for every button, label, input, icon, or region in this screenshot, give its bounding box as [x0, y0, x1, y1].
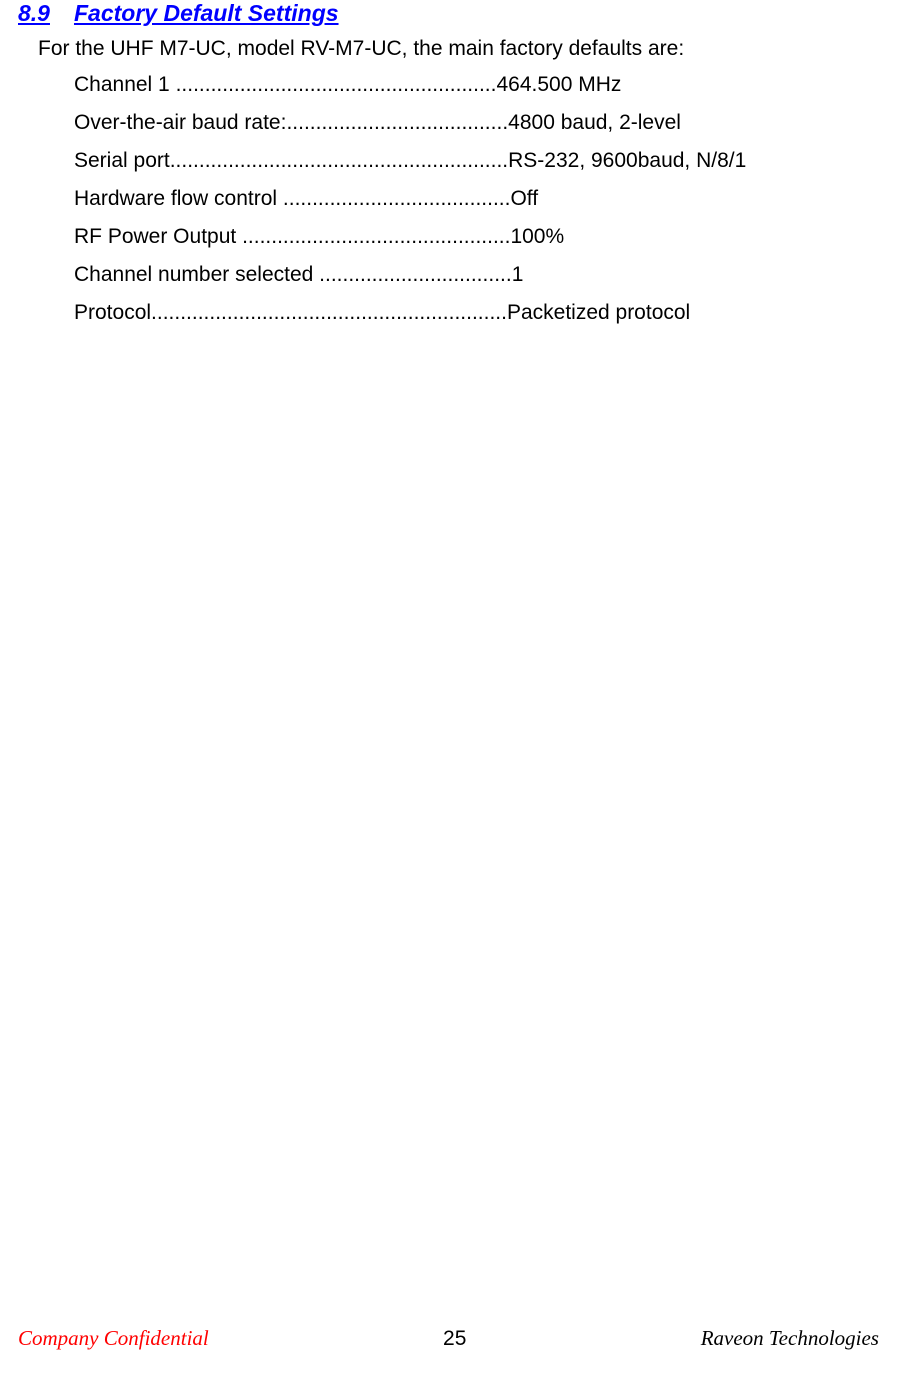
- setting-row: Over-the-air baud rate:.................…: [74, 111, 879, 135]
- setting-label: Serial port: [74, 149, 170, 172]
- setting-dots: .......................................: [283, 187, 511, 210]
- setting-value: 464.500 MHz: [496, 73, 621, 96]
- intro-text: For the UHF M7-UC, model RV-M7-UC, the m…: [38, 37, 879, 61]
- setting-dots: ........................................…: [170, 149, 508, 172]
- setting-row: Hardware flow control ..................…: [74, 187, 879, 211]
- setting-label: Over-the-air baud rate:: [74, 111, 286, 134]
- setting-row: Protocol................................…: [74, 301, 879, 325]
- page-content: 8.9 Factory Default Settings For the UHF …: [0, 0, 897, 325]
- footer-company: Raveon Technologies: [701, 1326, 879, 1351]
- setting-value: 100%: [510, 225, 564, 248]
- section-title: Factory Default Settings: [74, 0, 339, 26]
- setting-label: Channel number selected: [74, 263, 319, 286]
- setting-value: Packetized protocol: [507, 301, 690, 324]
- setting-value: 1: [512, 263, 524, 286]
- setting-dots: ........................................…: [176, 73, 497, 96]
- setting-label: Hardware flow control: [74, 187, 283, 210]
- setting-row: RF Power Output ........................…: [74, 225, 879, 249]
- section-number: 8.9: [18, 0, 50, 26]
- setting-value: Off: [510, 187, 538, 210]
- setting-dots: .................................: [319, 263, 512, 286]
- setting-dots: ........................................…: [242, 225, 510, 248]
- setting-label: Protocol: [74, 301, 151, 324]
- setting-value: 4800 baud, 2-level: [508, 111, 681, 134]
- section-heading: 8.9 Factory Default Settings: [18, 0, 879, 27]
- setting-dots: ......................................: [286, 111, 508, 134]
- page-number: 25: [443, 1327, 466, 1351]
- setting-row: Serial port.............................…: [74, 149, 879, 173]
- setting-row: Channel number selected ................…: [74, 263, 879, 287]
- setting-dots: ........................................…: [151, 301, 507, 324]
- footer-confidential: Company Confidential: [18, 1326, 209, 1351]
- setting-row: Channel 1 ..............................…: [74, 73, 879, 97]
- setting-value: RS-232, 9600baud, N/8/1: [508, 149, 746, 172]
- setting-label: Channel 1: [74, 73, 176, 96]
- setting-label: RF Power Output: [74, 225, 242, 248]
- page-footer: Company Confidential 25 Raveon Technolog…: [0, 1326, 897, 1351]
